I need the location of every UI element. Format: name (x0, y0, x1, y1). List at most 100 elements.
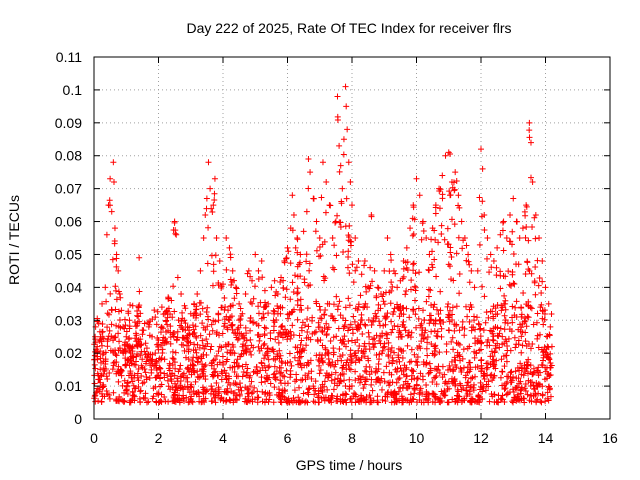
data-point-band (175, 317, 182, 324)
data-point-band (429, 248, 436, 255)
x-tick-labels: 0 2 4 6 8 10 12 14 16 (90, 430, 618, 446)
data-point-band (381, 343, 388, 350)
data-point-band (242, 361, 249, 368)
data-point-band (209, 359, 216, 366)
data-point-band (103, 387, 110, 394)
data-point-band (115, 378, 122, 385)
data-point-band (428, 328, 435, 335)
data-point-band (522, 234, 529, 241)
data-point-band (521, 315, 528, 322)
data-point (155, 337, 162, 344)
data-point-band (418, 236, 425, 243)
data-point-band (449, 396, 456, 403)
data-point-band (365, 329, 372, 336)
data-point-band (204, 260, 211, 267)
data-point-band (528, 305, 535, 312)
data-point (368, 211, 375, 218)
data-point-band (352, 368, 359, 375)
data-point-band (455, 234, 462, 241)
data-point (220, 281, 226, 288)
data-point-band (388, 279, 395, 286)
data-point-band (248, 342, 255, 349)
data-point-band (357, 379, 364, 386)
data-point-band (215, 310, 222, 317)
data-point-band (319, 357, 326, 364)
data-point-band (369, 387, 376, 394)
data-point (284, 244, 291, 251)
data-point-band (519, 342, 526, 349)
data-point-band (100, 335, 107, 342)
data-point-band (209, 209, 216, 216)
data-point-band (208, 343, 215, 350)
data-point-band (192, 310, 199, 317)
data-point-band (223, 266, 230, 273)
data-point-band (363, 288, 370, 295)
data-point-band (456, 270, 463, 277)
data-point-band (155, 399, 162, 406)
data-point-band (416, 269, 423, 276)
data-point-band (213, 329, 220, 336)
data-point-band (357, 292, 364, 299)
data-point-band (105, 311, 112, 318)
data-point (95, 376, 102, 383)
data-point-band (337, 223, 344, 230)
data-point-band (404, 385, 411, 392)
data-point-band (128, 357, 135, 364)
data-point-band (193, 312, 200, 319)
data-point-band (182, 320, 189, 327)
data-point-band (497, 374, 504, 381)
data-point-band (271, 363, 278, 370)
data-point-band (400, 311, 407, 318)
data-point-band (170, 356, 177, 363)
data-point-band (342, 304, 349, 311)
data-point-band (285, 315, 292, 322)
data-point-band (402, 327, 409, 334)
data-point-band (130, 382, 137, 389)
data-point-band (329, 392, 336, 399)
data-point-band (362, 376, 369, 383)
data-point-band (347, 366, 354, 373)
data-point-band (236, 330, 243, 337)
data-point-band (231, 369, 238, 376)
data-point-band (241, 398, 248, 405)
data-point-band (227, 381, 234, 388)
data-point-band (483, 366, 490, 373)
data-point (355, 258, 362, 265)
data-point-band (144, 351, 151, 358)
data-point-band (161, 340, 168, 347)
data-point-band (538, 289, 545, 296)
data-point-band (512, 368, 519, 375)
data-points (91, 83, 555, 406)
data-point-band (507, 347, 514, 354)
data-point-band (322, 209, 329, 216)
data-point-band (400, 371, 407, 378)
data-point-band (99, 320, 106, 327)
data-point-band (180, 341, 187, 348)
data-point-band (135, 383, 142, 390)
data-point-band (509, 228, 516, 235)
data-point-band (334, 117, 341, 124)
data-point-band (110, 360, 117, 367)
data-point-band (453, 339, 460, 346)
data-point-band (427, 367, 434, 374)
data-point-band (368, 321, 375, 328)
data-point-band (282, 326, 289, 333)
data-point-band (340, 249, 347, 256)
data-point-band (276, 393, 283, 400)
data-point-band (400, 265, 407, 272)
data-point-band (286, 399, 293, 406)
data-point-band (122, 347, 129, 354)
data-point-band (345, 295, 352, 302)
data-point-band (289, 322, 296, 329)
data-point-band (363, 399, 370, 406)
data-point-band (521, 385, 528, 392)
data-point-band (147, 362, 154, 369)
data-point-band (346, 383, 353, 390)
data-point-band (395, 354, 402, 361)
data-point-band (131, 393, 138, 400)
data-point-band (379, 332, 386, 339)
data-point-band (431, 347, 438, 354)
data-point-band (184, 374, 191, 381)
data-point-band (184, 338, 191, 345)
data-point (202, 211, 209, 218)
